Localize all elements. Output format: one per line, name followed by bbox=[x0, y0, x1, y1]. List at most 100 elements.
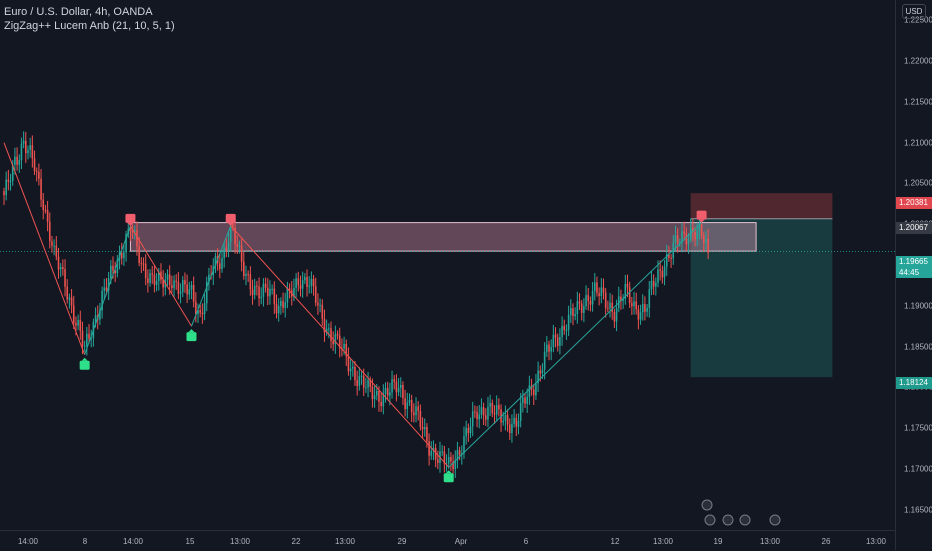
candle-body bbox=[347, 356, 350, 372]
candle-body bbox=[247, 273, 249, 275]
x-tick-label: 13:00 bbox=[865, 537, 887, 546]
candle-body bbox=[258, 286, 260, 299]
y-tick-label: 1.16500 bbox=[904, 505, 932, 515]
candle-body bbox=[685, 233, 688, 245]
pivot-high-label bbox=[696, 210, 707, 220]
candle-body bbox=[297, 278, 300, 286]
candle-body bbox=[404, 398, 406, 410]
candle-body bbox=[55, 245, 58, 257]
pivot-high-pointer bbox=[698, 219, 705, 223]
candle-body bbox=[310, 279, 313, 286]
candle-body bbox=[64, 269, 66, 287]
candle-body bbox=[399, 385, 402, 388]
y-tick-label: 1.22500 bbox=[904, 15, 932, 25]
candle-body bbox=[526, 396, 528, 404]
candle-body bbox=[18, 160, 21, 165]
candle-body bbox=[663, 266, 666, 278]
candle-body bbox=[144, 263, 147, 279]
candle-body bbox=[266, 287, 269, 297]
currency-badge[interactable]: USD bbox=[902, 4, 926, 19]
candle-body bbox=[524, 397, 526, 404]
candle-body bbox=[443, 451, 446, 464]
candle-body bbox=[184, 280, 186, 285]
bar-countdown: 44:45 bbox=[899, 268, 920, 277]
candle-body bbox=[375, 390, 378, 396]
candle-body bbox=[219, 263, 221, 269]
entry-price-label: 1.20067 bbox=[896, 222, 932, 234]
candle-body bbox=[367, 379, 369, 388]
candle-body bbox=[262, 283, 265, 297]
candle-body bbox=[312, 279, 315, 287]
x-tick-label: 26 bbox=[821, 537, 831, 546]
candle-body bbox=[105, 287, 108, 291]
candle-body bbox=[591, 290, 594, 305]
candle-body bbox=[5, 179, 7, 196]
symbol-title: Euro / U.S. Dollar, 4h, OANDA bbox=[4, 6, 153, 18]
price-chart[interactable] bbox=[0, 0, 895, 530]
pivot-low-pointer bbox=[445, 470, 452, 474]
candle-body bbox=[59, 267, 62, 270]
zigzag-segment bbox=[84, 225, 131, 355]
candle-body bbox=[406, 402, 409, 410]
candle-body bbox=[622, 298, 624, 301]
candle-body bbox=[692, 227, 694, 232]
candle-body bbox=[456, 450, 459, 460]
candle-body bbox=[657, 269, 659, 283]
candle-body bbox=[681, 231, 683, 243]
x-tick-label: 19 bbox=[713, 537, 723, 546]
x-tick-label: 12 bbox=[610, 537, 620, 546]
candle-body bbox=[7, 179, 10, 182]
candle-body bbox=[554, 334, 557, 338]
candle-body bbox=[495, 405, 498, 415]
candle-body bbox=[179, 291, 182, 294]
candle-body bbox=[484, 415, 487, 420]
candle-body bbox=[186, 284, 188, 295]
candle-body bbox=[31, 145, 34, 159]
candle-body bbox=[480, 407, 483, 415]
candle-body bbox=[445, 463, 448, 465]
candle-body bbox=[471, 411, 474, 427]
candle-body bbox=[670, 257, 672, 259]
event-icon bbox=[739, 514, 751, 526]
candle-body bbox=[609, 302, 611, 309]
candle-body bbox=[613, 312, 616, 322]
candle-body bbox=[323, 318, 326, 333]
candle-body bbox=[147, 278, 149, 283]
zigzag-segment bbox=[130, 225, 192, 327]
candle-body bbox=[66, 286, 69, 300]
candle-body bbox=[22, 140, 25, 144]
candle-body bbox=[567, 315, 570, 330]
candle-body bbox=[578, 301, 581, 304]
candle-body bbox=[314, 286, 317, 303]
candle-body bbox=[362, 375, 365, 388]
candle-body bbox=[273, 288, 276, 305]
time-axis[interactable]: 14:00 8 14:00 15 13:00 22 13:00 29 Apr 6 12 13:00 19… bbox=[0, 530, 895, 551]
candle-body bbox=[652, 280, 655, 287]
candle-body bbox=[683, 231, 685, 234]
candle-body bbox=[181, 280, 184, 292]
candle-body bbox=[284, 302, 287, 308]
candle-body bbox=[175, 280, 178, 282]
y-tick-label: 1.20500 bbox=[904, 178, 932, 188]
candle-body bbox=[698, 224, 701, 230]
candle-body bbox=[251, 289, 254, 296]
candle-body bbox=[410, 400, 413, 413]
candle-body bbox=[264, 283, 267, 288]
candle-body bbox=[336, 333, 339, 336]
candle-body bbox=[417, 406, 419, 412]
candle-body bbox=[9, 180, 12, 182]
chart-legend: Euro / U.S. Dollar, 4h, OANDA ZigZag++ L… bbox=[4, 5, 175, 33]
candle-body bbox=[532, 389, 535, 396]
candle-body bbox=[94, 315, 97, 323]
candle-body bbox=[541, 369, 544, 374]
current-price-label: 1.19665 44:45 bbox=[896, 256, 932, 278]
candle-body bbox=[334, 333, 337, 345]
candle-body bbox=[437, 459, 439, 463]
candle-body bbox=[454, 459, 457, 470]
candle-body bbox=[450, 456, 452, 462]
candle-body bbox=[482, 407, 485, 416]
candle-body bbox=[633, 301, 635, 307]
zigzag-segment bbox=[448, 222, 702, 468]
candle-body bbox=[432, 447, 435, 451]
candle-body bbox=[110, 265, 112, 279]
